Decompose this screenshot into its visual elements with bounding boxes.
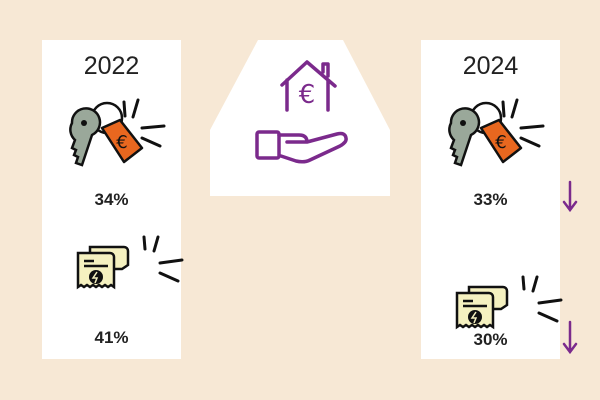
down-arrow-icon [562, 320, 578, 355]
down-arrow-icon [562, 180, 578, 213]
rent-percentage: 34% [94, 190, 129, 209]
key-euro-tag-icon [447, 98, 545, 167]
column-2022: 2022 34% 41% [42, 40, 184, 359]
year-label: 2022 [83, 52, 140, 80]
energy-bill-receipt-icon [76, 235, 184, 289]
column-2024: 2024 33% 30% [421, 40, 563, 359]
hand-holding-house-euro-icon: € [255, 60, 348, 164]
key-euro-tag-icon [68, 98, 166, 167]
bills-percentage: 41% [94, 328, 129, 347]
bills-percentage: 30% [473, 330, 508, 349]
svg-text:€: € [299, 80, 316, 110]
rent-percentage: 33% [473, 190, 508, 209]
center-badge: € [210, 40, 390, 196]
year-label: 2024 [462, 52, 519, 80]
